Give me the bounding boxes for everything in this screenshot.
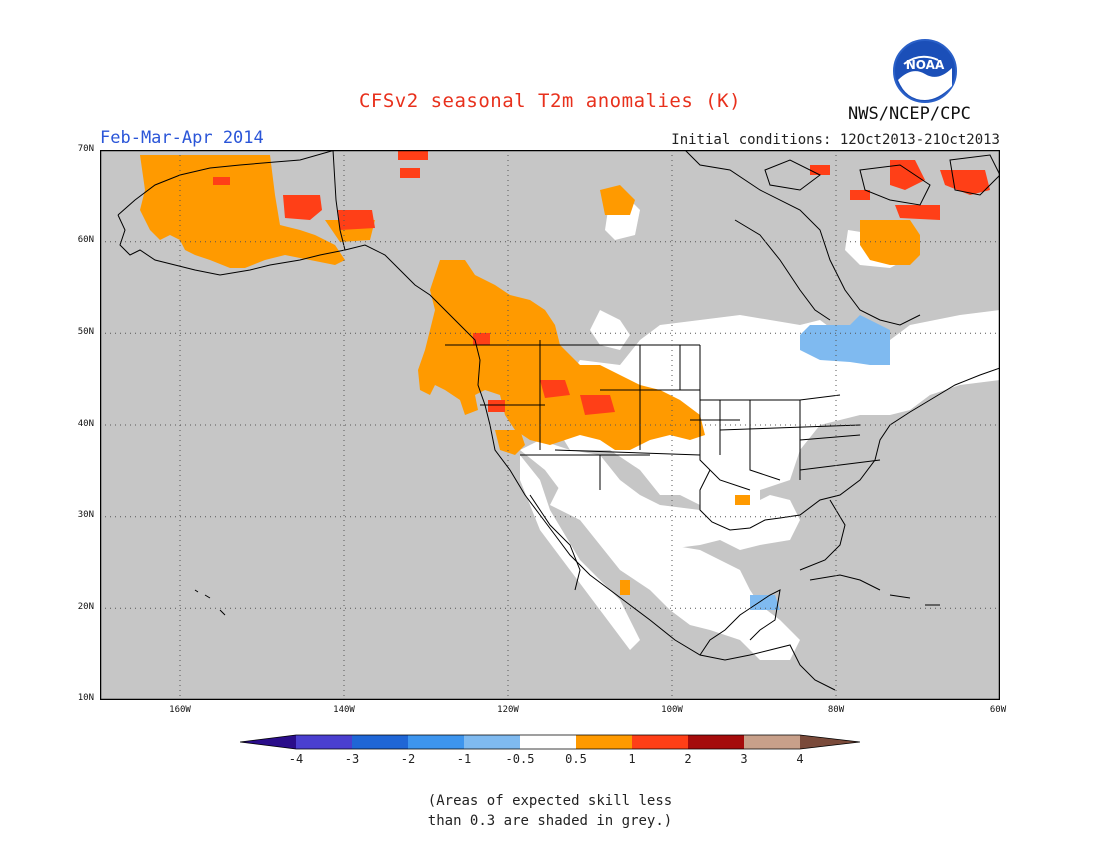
colorbar-label-2: 2 [684,752,692,766]
colorbar-swatch-3-4 [744,735,800,749]
map-title: CFSv2 seasonal T2m anomalies (K) [358,90,742,112]
skill-note: (Areas of expected skill less than 0.3 a… [0,791,1100,831]
colorbar-label-minus-1: -1 [456,752,472,766]
colorbar-swatch-2-3 [688,735,744,749]
colorbar-label-3: 3 [740,752,748,766]
caribbean-islands [194,574,940,616]
lat-label-30n: 30N [77,510,94,520]
lat-label-20n: 20N [77,602,94,612]
colorbar-label-minus-2: -2 [400,752,416,766]
colorbar-label-0.5: 0.5 [565,752,587,766]
map-frame [100,150,1000,700]
colorbar-swatch-near-normal [520,735,576,749]
lat-label-40n: 40N [77,419,94,429]
noaa-logo-icon: NOAA [893,39,957,103]
colorbar-swatch-05-1 [576,735,632,749]
colorbar-label-1: 1 [628,752,636,766]
colorbar-swatch-2-1 [408,735,464,749]
colorbar-swatch-1-05 [464,735,520,749]
colorbar-label-minus-3: -3 [344,752,360,766]
colorbar-swatch-4-3 [296,735,352,749]
colorbar-label-minus-4: -4 [288,752,304,766]
lon-label-160w: 160W [169,705,191,715]
lon-label-140w: 140W [333,705,355,715]
lon-label-100w: 100W [661,705,683,715]
colorbar-swatch-3-2 [352,735,408,749]
skill-note-line-1: (Areas of expected skill less [427,793,673,809]
anomaly-map [100,150,1000,700]
coastlines [117,150,1000,691]
initial-conditions-label: Initial conditions: 12Oct2013-21Oct2013 [671,132,1000,148]
colorbar-swatch-1-2 [632,735,688,749]
lon-label-60w: 60W [989,705,1007,715]
lat-label-60n: 60N [77,235,94,245]
season-label: Feb-Mar-Apr 2014 [100,128,264,148]
lon-label-80w: 80W [827,705,845,715]
lon-label-120w: 120W [497,705,519,715]
colorbar-label-4: 4 [796,752,804,766]
cool-anomaly-regions [750,315,890,610]
colorbar [240,734,860,750]
strong-warm-anomaly-regions [213,150,990,415]
colorbar-swatch-above-4 [800,735,860,749]
lat-label-50n: 50N [77,327,94,337]
skill-note-line-2: than 0.3 are shaded in grey.) [427,813,673,829]
logo-text: NOAA [906,58,945,72]
lat-lon-grid [100,150,1000,700]
warm-anomaly-regions [140,155,920,595]
lat-label-10n: 10N [77,693,94,703]
lat-label-70n: 70N [77,144,94,154]
colorbar-label-minus-0.5: -0.5 [505,752,535,766]
agency-label: NWS/NCEP/CPC [848,104,971,124]
colorbar-swatch-below-4 [240,735,296,749]
